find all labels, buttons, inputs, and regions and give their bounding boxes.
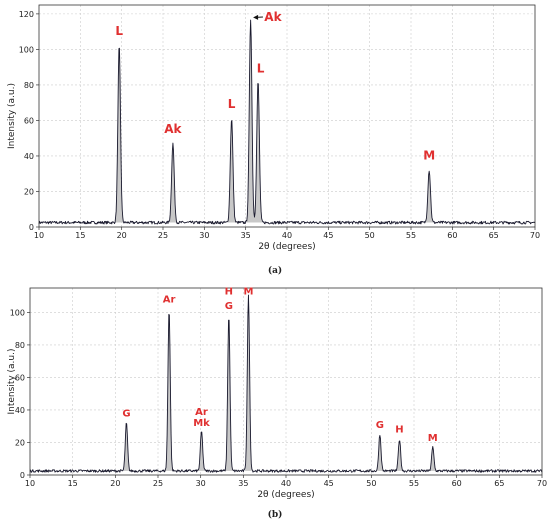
x-tick-label: 45 <box>324 479 334 488</box>
phase-annotation: H <box>395 425 403 436</box>
xrd-series-line <box>29 294 543 473</box>
phase-annotation: L <box>257 61 265 75</box>
x-axis-label: 2θ (degrees) <box>258 242 315 252</box>
panel-a-caption: (a) <box>268 265 282 276</box>
x-tick-label: 70 <box>530 231 540 240</box>
x-tick-label: 20 <box>117 231 127 240</box>
x-tick-label: 25 <box>158 231 168 240</box>
xrd-series-line <box>38 19 536 225</box>
phase-annotation: M <box>423 149 435 163</box>
phase-annotation: L <box>115 24 123 38</box>
phase-annotation: H <box>225 287 233 298</box>
y-tick-label: 100 <box>19 45 34 54</box>
panel-b-caption: (b) <box>268 509 283 520</box>
peak-fill <box>246 20 256 223</box>
x-tick-label: 10 <box>34 231 44 240</box>
y-tick-label: 120 <box>19 10 34 19</box>
phase-annotation: Ak <box>164 122 182 136</box>
phase-annotation: M <box>428 433 438 444</box>
y-tick-label: 80 <box>15 341 25 350</box>
panel-b-chart: 10 15 20 25 30 35 40 45 50 55 60 65 70 0 20 40 60 80 100 2θ… <box>7 287 547 500</box>
phase-annotation: Ar <box>163 295 176 306</box>
x-tick-label: 30 <box>199 231 209 240</box>
x-tick-label: 35 <box>241 231 251 240</box>
x-axis-label: 2θ (degrees) <box>257 490 314 500</box>
x-tick-label: 20 <box>110 479 120 488</box>
phase-annotation: Mk <box>193 418 210 429</box>
phase-annotation: Ak <box>264 10 282 24</box>
x-tick-label: 25 <box>153 479 163 488</box>
y-tick-label: 80 <box>24 81 34 90</box>
y-tick-label: 40 <box>15 406 25 415</box>
peak-fill <box>424 171 434 224</box>
phase-annotation: Ar <box>195 407 208 418</box>
x-tick-label: 15 <box>68 479 78 488</box>
x-tick-label: 70 <box>537 479 547 488</box>
phase-annotation: L <box>228 97 236 111</box>
y-tick-label: 100 <box>10 308 25 317</box>
y-tick-label: 60 <box>15 373 25 382</box>
y-tick-label: 20 <box>15 438 25 447</box>
y-tick-label: 20 <box>24 187 34 196</box>
x-tick-label: 60 <box>452 479 462 488</box>
y-axis-label: Intensity (a.u.) <box>7 83 17 149</box>
x-tick-label: 50 <box>365 231 375 240</box>
x-tick-label: 50 <box>366 479 376 488</box>
x-tick-label: 60 <box>447 231 457 240</box>
peak-fill <box>168 143 178 224</box>
phase-annotation: G <box>225 301 233 312</box>
y-tick-label: 0 <box>29 223 34 232</box>
x-tick-label: 10 <box>25 479 35 488</box>
x-tick-label: 15 <box>75 231 85 240</box>
phase-annotation: G <box>376 420 384 431</box>
phase-annotation: M <box>243 287 253 298</box>
x-tick-label: 40 <box>281 479 291 488</box>
phase-annotation: G <box>122 408 130 419</box>
y-tick-label: 40 <box>24 152 34 161</box>
x-tick-label: 55 <box>409 479 419 488</box>
x-tick-label: 65 <box>489 231 499 240</box>
y-tick-label: 0 <box>20 471 25 480</box>
x-tick-label: 55 <box>406 231 416 240</box>
x-tick-label: 35 <box>238 479 248 488</box>
x-tick-label: 30 <box>196 479 206 488</box>
arrow-head <box>253 14 259 20</box>
y-axis-label: Intensity (a.u.) <box>7 349 17 415</box>
y-tick-label: 60 <box>24 116 34 125</box>
x-tick-label: 45 <box>323 231 333 240</box>
panel-a-chart: 10 15 20 25 30 35 40 45 50 55 60 65 70 0 20 40 60 80 100 12… <box>7 4 540 252</box>
x-tick-label: 40 <box>282 231 292 240</box>
x-tick-label: 65 <box>494 479 504 488</box>
